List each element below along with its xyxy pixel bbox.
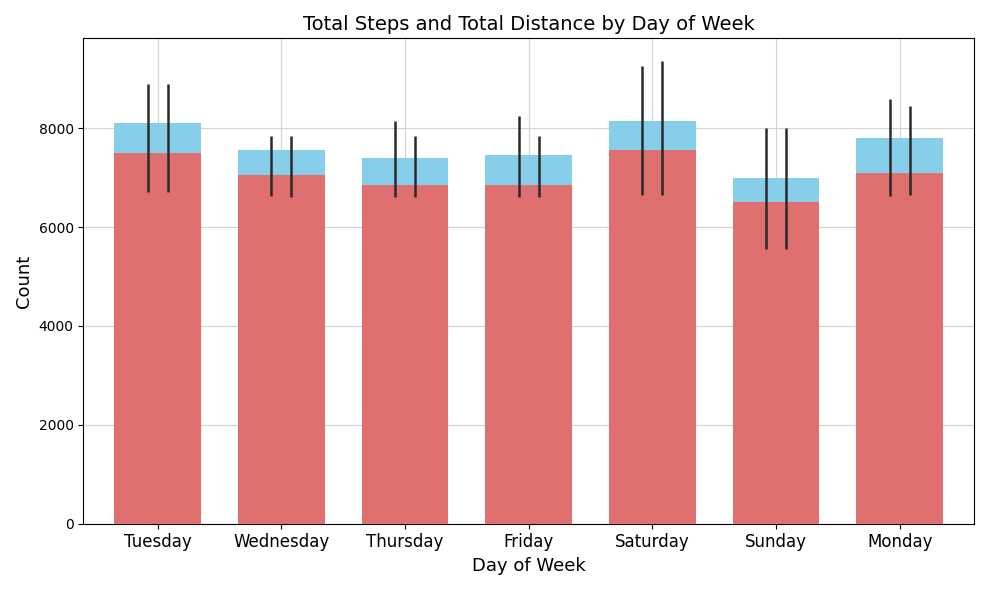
Bar bbox=[115, 123, 201, 524]
Bar bbox=[238, 150, 324, 524]
X-axis label: Day of Week: Day of Week bbox=[472, 557, 585, 575]
Bar bbox=[733, 178, 819, 524]
Bar bbox=[609, 150, 695, 524]
Bar bbox=[856, 173, 944, 524]
Bar bbox=[609, 121, 695, 524]
Bar bbox=[856, 138, 944, 524]
Bar bbox=[238, 175, 324, 524]
Bar bbox=[486, 155, 572, 524]
Bar bbox=[486, 185, 572, 524]
Bar bbox=[733, 202, 819, 524]
Bar bbox=[115, 153, 201, 524]
Y-axis label: Count: Count bbox=[15, 254, 33, 307]
Title: Total Steps and Total Distance by Day of Week: Total Steps and Total Distance by Day of… bbox=[303, 15, 755, 34]
Bar bbox=[362, 185, 448, 524]
Bar bbox=[362, 158, 448, 524]
